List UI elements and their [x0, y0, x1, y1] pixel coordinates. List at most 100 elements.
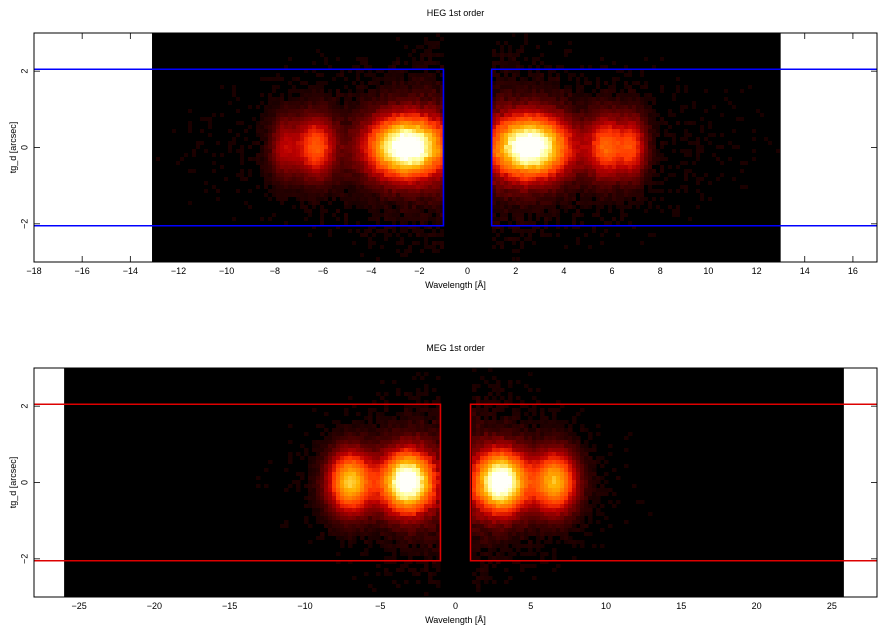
heatmap-cell [312, 145, 317, 150]
heatmap-cell [504, 65, 509, 70]
heatmap-cell [392, 424, 397, 429]
heatmap-cell [356, 57, 361, 62]
heatmap-cell [660, 157, 665, 162]
heatmap-cell [420, 53, 425, 58]
heatmap-cell [624, 173, 629, 178]
heatmap-cell [424, 89, 429, 94]
heatmap-cell [472, 512, 477, 517]
heatmap-cell [424, 61, 429, 66]
heatmap-cell [432, 233, 437, 238]
heatmap-cell [544, 117, 549, 122]
heatmap-cell [356, 500, 361, 505]
heatmap-cell [408, 528, 413, 533]
heatmap-cell [500, 504, 505, 509]
heatmap-cell [436, 492, 441, 497]
heatmap-cell [492, 177, 497, 182]
heatmap-cell [232, 85, 237, 90]
heatmap-cell [352, 508, 357, 513]
heatmap-cell [616, 149, 621, 154]
heatmap-cell [356, 484, 361, 489]
heatmap-cell [360, 253, 365, 258]
heatmap-cell [300, 201, 305, 206]
heatmap-cell [352, 113, 357, 118]
heatmap-cell [620, 133, 625, 138]
heatmap-cell [428, 161, 433, 166]
heatmap-cell [412, 412, 417, 417]
heatmap-cell [500, 81, 505, 86]
heatmap-cell [476, 432, 481, 437]
heatmap-cell [632, 173, 637, 178]
heatmap-cell [612, 109, 617, 114]
heatmap-cell [600, 197, 605, 202]
heatmap-cell [432, 185, 437, 190]
heatmap-cell [404, 229, 409, 234]
heatmap-cell [244, 177, 249, 182]
heatmap-cell [344, 436, 349, 441]
heatmap-cell [284, 145, 289, 150]
heatmap-cell [492, 388, 497, 393]
heatmap-cell [492, 133, 497, 138]
heatmap-cell [560, 65, 565, 70]
heatmap-cell [300, 97, 305, 102]
heatmap-cell [400, 133, 405, 138]
heatmap-cell [564, 121, 569, 126]
heatmap-cell [620, 125, 625, 130]
heatmap-cell [552, 181, 557, 186]
heatmap-cell [480, 512, 485, 517]
heatmap-cell [364, 125, 369, 130]
heatmap-cell [380, 153, 385, 158]
heatmap-cell [716, 145, 721, 150]
heatmap-cell [332, 456, 337, 461]
heatmap-cell [360, 420, 365, 425]
heatmap-cell [188, 121, 193, 126]
heatmap-cell [384, 137, 389, 142]
heatmap-cell [388, 93, 393, 98]
heatmap-cell [272, 189, 277, 194]
heatmap-cell [348, 117, 353, 122]
heatmap-cell [560, 117, 565, 122]
heatmap-cell [316, 516, 321, 521]
heatmap-cell [308, 141, 313, 146]
heatmap-cell [328, 109, 333, 114]
heatmap-cell [512, 153, 517, 158]
heatmap-cell [588, 101, 593, 106]
heatmap-cell [308, 105, 313, 110]
heatmap-cell [424, 416, 429, 421]
heatmap-cell [328, 121, 333, 126]
heatmap-cell [332, 444, 337, 449]
heatmap-cell [376, 412, 381, 417]
heatmap-cell [332, 185, 337, 190]
x-tick-label: 4 [561, 266, 566, 276]
heatmap-cell [516, 181, 521, 186]
heatmap-cell [428, 145, 433, 150]
heatmap-cell [316, 177, 321, 182]
heatmap-cell [396, 508, 401, 513]
heatmap-cell [364, 165, 369, 170]
heatmap-cell [560, 205, 565, 210]
heatmap-cell [408, 141, 413, 146]
heatmap-cell [700, 197, 705, 202]
heatmap-cell [356, 145, 361, 150]
heatmap-cell [348, 89, 353, 94]
heatmap-cell [352, 516, 357, 521]
heatmap-cell [628, 193, 633, 198]
heatmap-cell [496, 540, 501, 545]
heatmap-cell [416, 448, 421, 453]
heatmap-cell [480, 444, 485, 449]
heatmap-cell [364, 85, 369, 90]
heatmap-cell [344, 464, 349, 469]
heatmap-cell [320, 93, 325, 98]
heatmap-cell [556, 73, 561, 78]
heatmap-cell [556, 121, 561, 126]
heatmap-cell [484, 468, 489, 473]
heatmap-cell [352, 137, 357, 142]
heatmap-cell [496, 209, 501, 214]
heatmap-cell [416, 117, 421, 122]
heatmap-cell [712, 105, 717, 110]
heatmap-cell [560, 153, 565, 158]
heatmap-cell [408, 524, 413, 529]
heatmap-cell [512, 177, 517, 182]
heatmap-cell [264, 121, 269, 126]
heatmap-cell [400, 253, 405, 258]
heatmap-cell [512, 121, 517, 126]
